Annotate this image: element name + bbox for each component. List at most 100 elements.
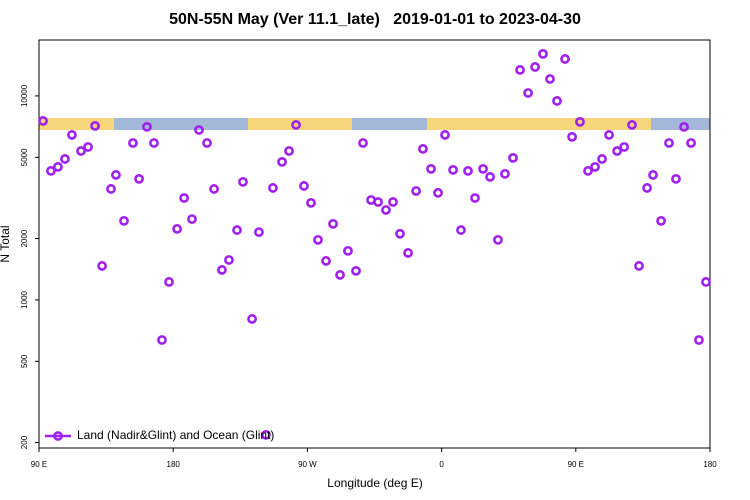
point bbox=[656, 216, 666, 226]
land-ocean-strip bbox=[39, 118, 710, 130]
point bbox=[291, 120, 301, 130]
point bbox=[604, 130, 614, 140]
point bbox=[164, 277, 174, 287]
y-tick-label: 200 bbox=[20, 435, 29, 449]
point bbox=[238, 176, 248, 187]
point bbox=[634, 261, 644, 271]
point bbox=[373, 197, 383, 207]
point bbox=[642, 183, 652, 193]
point bbox=[597, 154, 607, 164]
point bbox=[418, 143, 428, 154]
point bbox=[381, 205, 391, 215]
y-axis-label: N Total bbox=[0, 225, 12, 262]
point bbox=[627, 120, 637, 130]
x-tick-label: 90 E bbox=[568, 460, 584, 469]
point bbox=[351, 265, 361, 276]
point bbox=[187, 214, 197, 225]
point bbox=[149, 138, 159, 148]
legend-marker bbox=[53, 431, 63, 441]
point bbox=[560, 54, 570, 64]
point bbox=[456, 225, 466, 235]
point bbox=[217, 265, 227, 275]
point bbox=[194, 125, 204, 135]
point bbox=[403, 248, 413, 258]
point bbox=[388, 197, 398, 207]
point bbox=[224, 255, 234, 265]
point bbox=[701, 277, 711, 287]
point bbox=[306, 197, 316, 208]
plot-frame bbox=[38, 39, 711, 449]
point bbox=[46, 166, 56, 176]
point bbox=[335, 270, 345, 280]
point bbox=[686, 138, 696, 148]
point bbox=[679, 121, 689, 132]
point bbox=[530, 62, 540, 72]
x-tick-label: 180 bbox=[703, 460, 717, 469]
point bbox=[321, 256, 331, 266]
point bbox=[694, 335, 704, 345]
point bbox=[328, 218, 338, 229]
point bbox=[619, 142, 630, 152]
point bbox=[478, 163, 488, 174]
point bbox=[128, 138, 138, 148]
y-tick-label: 500 bbox=[20, 354, 29, 368]
point bbox=[247, 314, 257, 324]
point bbox=[268, 183, 278, 193]
x-tick-label: 180 bbox=[167, 460, 181, 469]
y-tick-label: 5000 bbox=[20, 148, 29, 166]
point bbox=[583, 166, 593, 176]
point bbox=[575, 116, 585, 127]
x-tick-label: 0 bbox=[439, 460, 444, 469]
point bbox=[90, 120, 100, 131]
point bbox=[157, 335, 167, 345]
point bbox=[411, 186, 422, 196]
y-tick-label: 1000 bbox=[20, 290, 29, 308]
point bbox=[515, 65, 525, 75]
legend-label: Land (Nadir&Glint) and Ocean (Glint) bbox=[77, 428, 274, 442]
point bbox=[76, 146, 86, 156]
y-tick-label: 10000 bbox=[20, 84, 29, 107]
point bbox=[552, 96, 562, 106]
point bbox=[426, 163, 436, 174]
point bbox=[538, 49, 548, 59]
point bbox=[202, 138, 212, 148]
point bbox=[343, 245, 353, 256]
point bbox=[179, 193, 189, 203]
point bbox=[67, 130, 77, 140]
point bbox=[172, 223, 182, 234]
point bbox=[545, 74, 555, 84]
point bbox=[60, 154, 70, 164]
point bbox=[83, 142, 93, 152]
point bbox=[142, 121, 152, 132]
chart-title: 50N-55N May (Ver 11.1_late) 2019-01-01 t… bbox=[169, 11, 581, 28]
point bbox=[523, 88, 533, 98]
point bbox=[53, 161, 63, 172]
point bbox=[567, 131, 577, 142]
point bbox=[440, 130, 450, 140]
x-tick-label: 90 E bbox=[31, 460, 47, 469]
point bbox=[277, 156, 287, 167]
point bbox=[119, 216, 129, 226]
point bbox=[254, 227, 264, 238]
point bbox=[106, 184, 116, 194]
point bbox=[612, 146, 623, 156]
point bbox=[648, 170, 658, 180]
point bbox=[232, 225, 242, 235]
point bbox=[38, 116, 48, 126]
x-tick-label: 90 W bbox=[298, 460, 317, 469]
y-tick-label: 2000 bbox=[20, 229, 29, 247]
point bbox=[448, 164, 458, 175]
point bbox=[500, 168, 510, 179]
point bbox=[485, 171, 495, 182]
point bbox=[463, 166, 473, 176]
point bbox=[508, 152, 518, 163]
point bbox=[313, 234, 323, 245]
point bbox=[284, 146, 294, 156]
point bbox=[493, 234, 503, 245]
point bbox=[261, 429, 271, 440]
point bbox=[134, 173, 144, 184]
point bbox=[395, 228, 405, 239]
point bbox=[299, 181, 309, 191]
point bbox=[433, 187, 443, 198]
